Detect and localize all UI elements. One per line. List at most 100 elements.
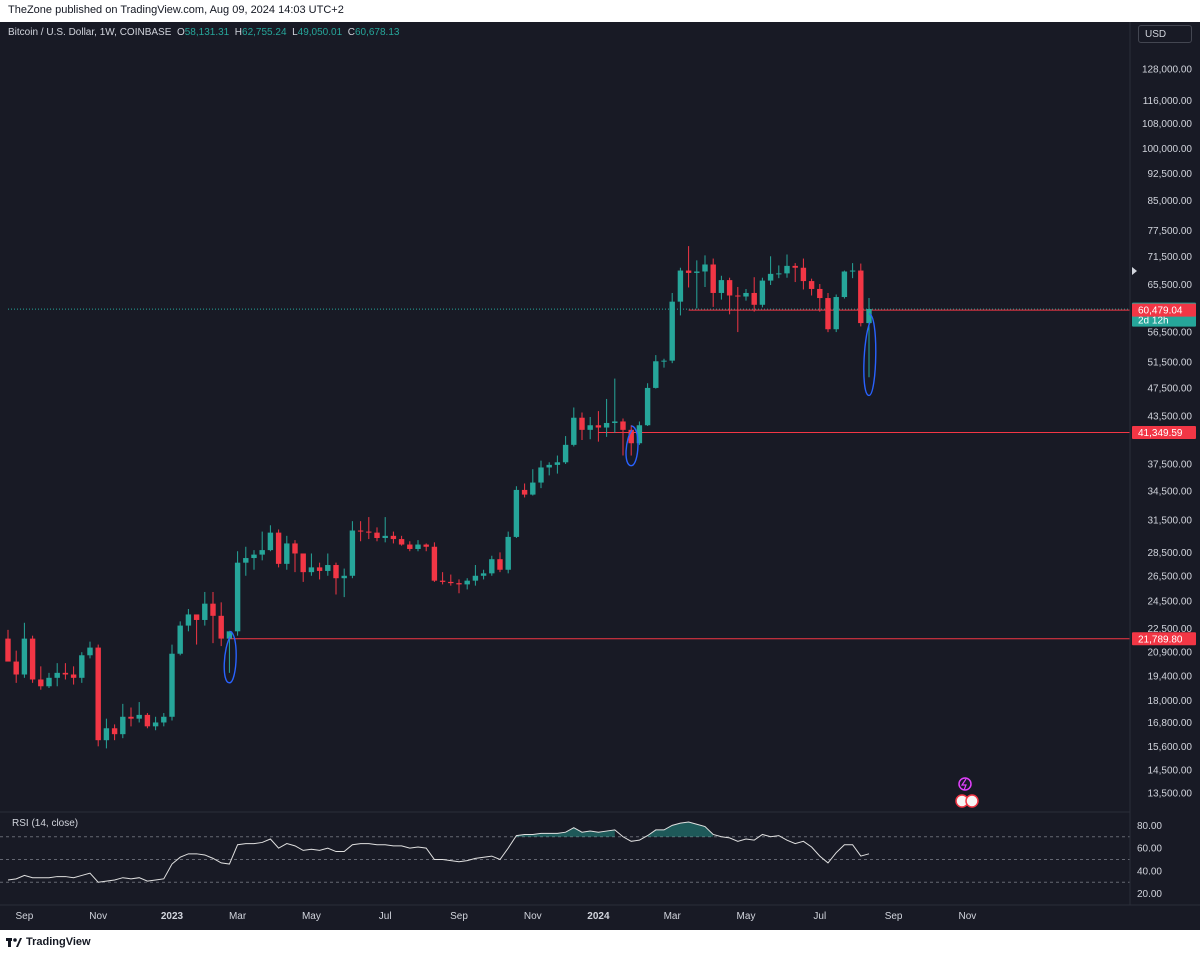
time-axis-label: 2024 [587, 911, 610, 922]
candle-body [103, 728, 110, 741]
lightning-icon [960, 778, 967, 791]
candle-body [587, 425, 593, 430]
price-axis-label: 43,500.00 [1148, 412, 1193, 423]
rsi-axis-label: 60.00 [1137, 844, 1162, 855]
symbol-name: Bitcoin / U.S. Dollar, 1W, COINBASE [8, 27, 172, 38]
candle-body [833, 297, 839, 330]
candle-body [70, 674, 77, 678]
time-axis-label: Sep [885, 911, 903, 922]
candle-body [685, 270, 692, 273]
chart-area[interactable]: 128,000.00 116,000.00 108,000.00 100,000.00… [0, 22, 1200, 930]
publisher-bar: TheZone published on TradingView.com, Au… [0, 0, 1200, 22]
close-value: 60,678.13 [354, 27, 400, 38]
candle-body [415, 544, 421, 549]
time-axis-label: Sep [450, 911, 468, 922]
hand-drawn-annotation [863, 313, 877, 397]
price-tag-label: 60,479.04 [1138, 306, 1183, 317]
candle-body [243, 558, 249, 563]
candle-body [439, 580, 446, 582]
price-tag [1132, 426, 1196, 440]
candle-body [595, 425, 602, 428]
candle-body [128, 716, 134, 719]
candle-body [661, 360, 667, 362]
candle-body [95, 647, 101, 741]
price-axis-label: 77,500.00 [1148, 226, 1193, 237]
candle-body [136, 714, 142, 719]
candle-body [202, 603, 208, 620]
time-axis-label: Mar [229, 911, 247, 922]
candle-body [538, 467, 544, 483]
price-axis-label: 51,500.00 [1148, 357, 1193, 368]
price-axis-label: 56,500.00 [1148, 328, 1193, 339]
price-axis-label: 22,500.00 [1148, 624, 1193, 635]
candle-body [669, 301, 675, 361]
currency-selector[interactable]: USD [1138, 25, 1192, 43]
publisher-line: TheZone published on TradingView.com, Au… [8, 4, 344, 16]
price-axis-label: 34,500.00 [1148, 486, 1193, 497]
event-icon[interactable] [958, 777, 972, 791]
price-tag-countdown: 2d 12h [1138, 316, 1169, 327]
candle-body [653, 361, 659, 388]
open-value: 58,131.31 [184, 27, 230, 38]
candle-body [710, 264, 716, 293]
candle-body [300, 553, 306, 573]
candle-body [825, 298, 831, 330]
candle-body [571, 417, 577, 445]
low-value: 49,050.01 [297, 27, 343, 38]
candle-body [251, 554, 257, 559]
candle-body [259, 550, 265, 555]
candle-body [849, 270, 856, 272]
candle-body [505, 536, 511, 570]
candle-body [513, 489, 520, 537]
candle-body [62, 672, 69, 675]
candle-body [751, 292, 757, 305]
price-axis-label: 26,500.00 [1148, 571, 1193, 582]
candle-body [177, 625, 183, 654]
rsi-axis-label: 40.00 [1137, 866, 1162, 877]
price-tag [1132, 632, 1196, 646]
candle-body [480, 573, 487, 576]
price-axis-label: 108,000.00 [1142, 119, 1192, 130]
candle-body [308, 567, 315, 573]
candle-body [726, 280, 733, 296]
brand-name: TradingView [26, 936, 91, 948]
rsi-axis-label: 80.00 [1137, 821, 1162, 832]
candle-body [218, 615, 224, 639]
price-tag-label: 41,349.59 [1138, 428, 1183, 439]
price-axis-label: 37,500.00 [1148, 460, 1193, 471]
time-axis-label: Nov [959, 911, 977, 922]
price-axis-label: 15,600.00 [1148, 742, 1193, 753]
price-axis-label: 128,000.00 [1142, 64, 1192, 75]
price-axis-label: 18,000.00 [1148, 696, 1193, 707]
high-label: H [234, 27, 243, 38]
candle-body [702, 264, 708, 272]
price-tag-label: 21,789.80 [1138, 634, 1183, 645]
time-axis-label: Sep [16, 911, 34, 922]
time-axis-label: May [737, 911, 756, 922]
time-axis-label: Nov [89, 911, 107, 922]
candle-body [79, 655, 85, 678]
candle-body [398, 539, 405, 545]
candle-body [759, 280, 766, 305]
candle-body [448, 581, 454, 584]
candle-body [357, 530, 364, 532]
candle-body [767, 273, 774, 281]
candle-body [234, 562, 241, 632]
candle-body [382, 535, 388, 538]
candle-body [579, 417, 585, 430]
scroll-arrow-icon[interactable] [1132, 267, 1137, 275]
candle-body [497, 559, 503, 570]
rsi-axis-label: 20.00 [1137, 889, 1162, 900]
candle-body [562, 444, 569, 463]
price-axis-label: 92,500.00 [1148, 169, 1193, 180]
candle-body [423, 544, 429, 547]
candle-body [612, 421, 618, 423]
candle-body [210, 603, 216, 616]
candle-body [456, 583, 462, 585]
us-flag-icon[interactable] [965, 794, 979, 808]
candle-body [800, 267, 807, 282]
candle-body [275, 532, 282, 564]
candle-body [636, 425, 643, 444]
high-value: 62,755.24 [242, 27, 287, 38]
candle-body [530, 482, 536, 495]
